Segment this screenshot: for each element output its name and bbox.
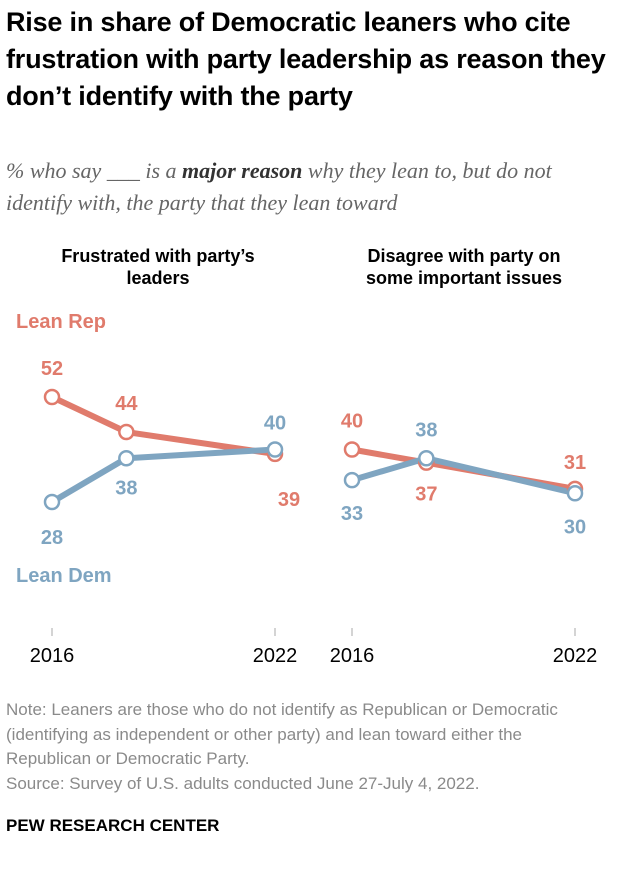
data-point-marker [266, 441, 284, 458]
panel-title: leaders [126, 268, 189, 288]
data-label: 39 [278, 489, 300, 511]
panel-title: some important issues [366, 268, 562, 288]
data-label: 37 [415, 484, 437, 506]
legend-lean-dem: Lean Dem [16, 565, 112, 587]
subtitle-text: % who say ___ is a [6, 158, 182, 183]
source-text: Source: Survey of U.S. adults conducted … [6, 773, 480, 793]
data-label: 40 [264, 413, 286, 435]
panel-title: Disagree with party on [367, 246, 560, 266]
data-point-marker [343, 471, 361, 489]
data-label: 30 [564, 516, 586, 538]
data-point-marker [43, 493, 61, 511]
x-tick-label: 2016 [330, 645, 375, 667]
data-label: 40 [341, 411, 363, 433]
data-label: 33 [341, 503, 363, 525]
x-tick-label: 2016 [30, 645, 75, 667]
chart-title: Rise in share of Democratic leaners who … [6, 7, 606, 111]
x-tick-label: 2022 [253, 645, 298, 667]
legend-lean-rep: Lean Rep [16, 311, 106, 333]
data-point-marker [343, 441, 361, 458]
subtitle-text-end: why they lean to, but do not identify wi… [6, 158, 552, 215]
series-line-lean-dem [351, 455, 576, 497]
brand-logo-text: PEW RESEARCH CENTER [6, 816, 220, 835]
data-label: 28 [41, 527, 63, 549]
data-label: 52 [41, 358, 63, 380]
data-label: 38 [415, 419, 437, 441]
x-tick-label: 2022 [553, 645, 598, 667]
panel-title: Frustrated with party’s [61, 246, 254, 266]
chart-subtitle: % who say ___ is a major reason why they… [6, 155, 616, 219]
series-line-lean-rep [50, 394, 276, 457]
subtitle-emphasis: major reason [182, 158, 303, 183]
data-label: 44 [115, 393, 138, 415]
note-text: Note: Leaners are those who do not ident… [6, 700, 558, 768]
data-point-marker [43, 388, 61, 406]
data-point-marker [418, 450, 435, 467]
chart-note: Note: Leaners are those who do not ident… [6, 698, 606, 796]
data-label: 38 [115, 477, 137, 499]
series-line-lean-dem [50, 446, 276, 505]
data-label: 31 [564, 452, 586, 474]
data-point-marker [118, 450, 135, 467]
data-point-marker [566, 485, 584, 502]
data-point-marker [118, 423, 135, 441]
